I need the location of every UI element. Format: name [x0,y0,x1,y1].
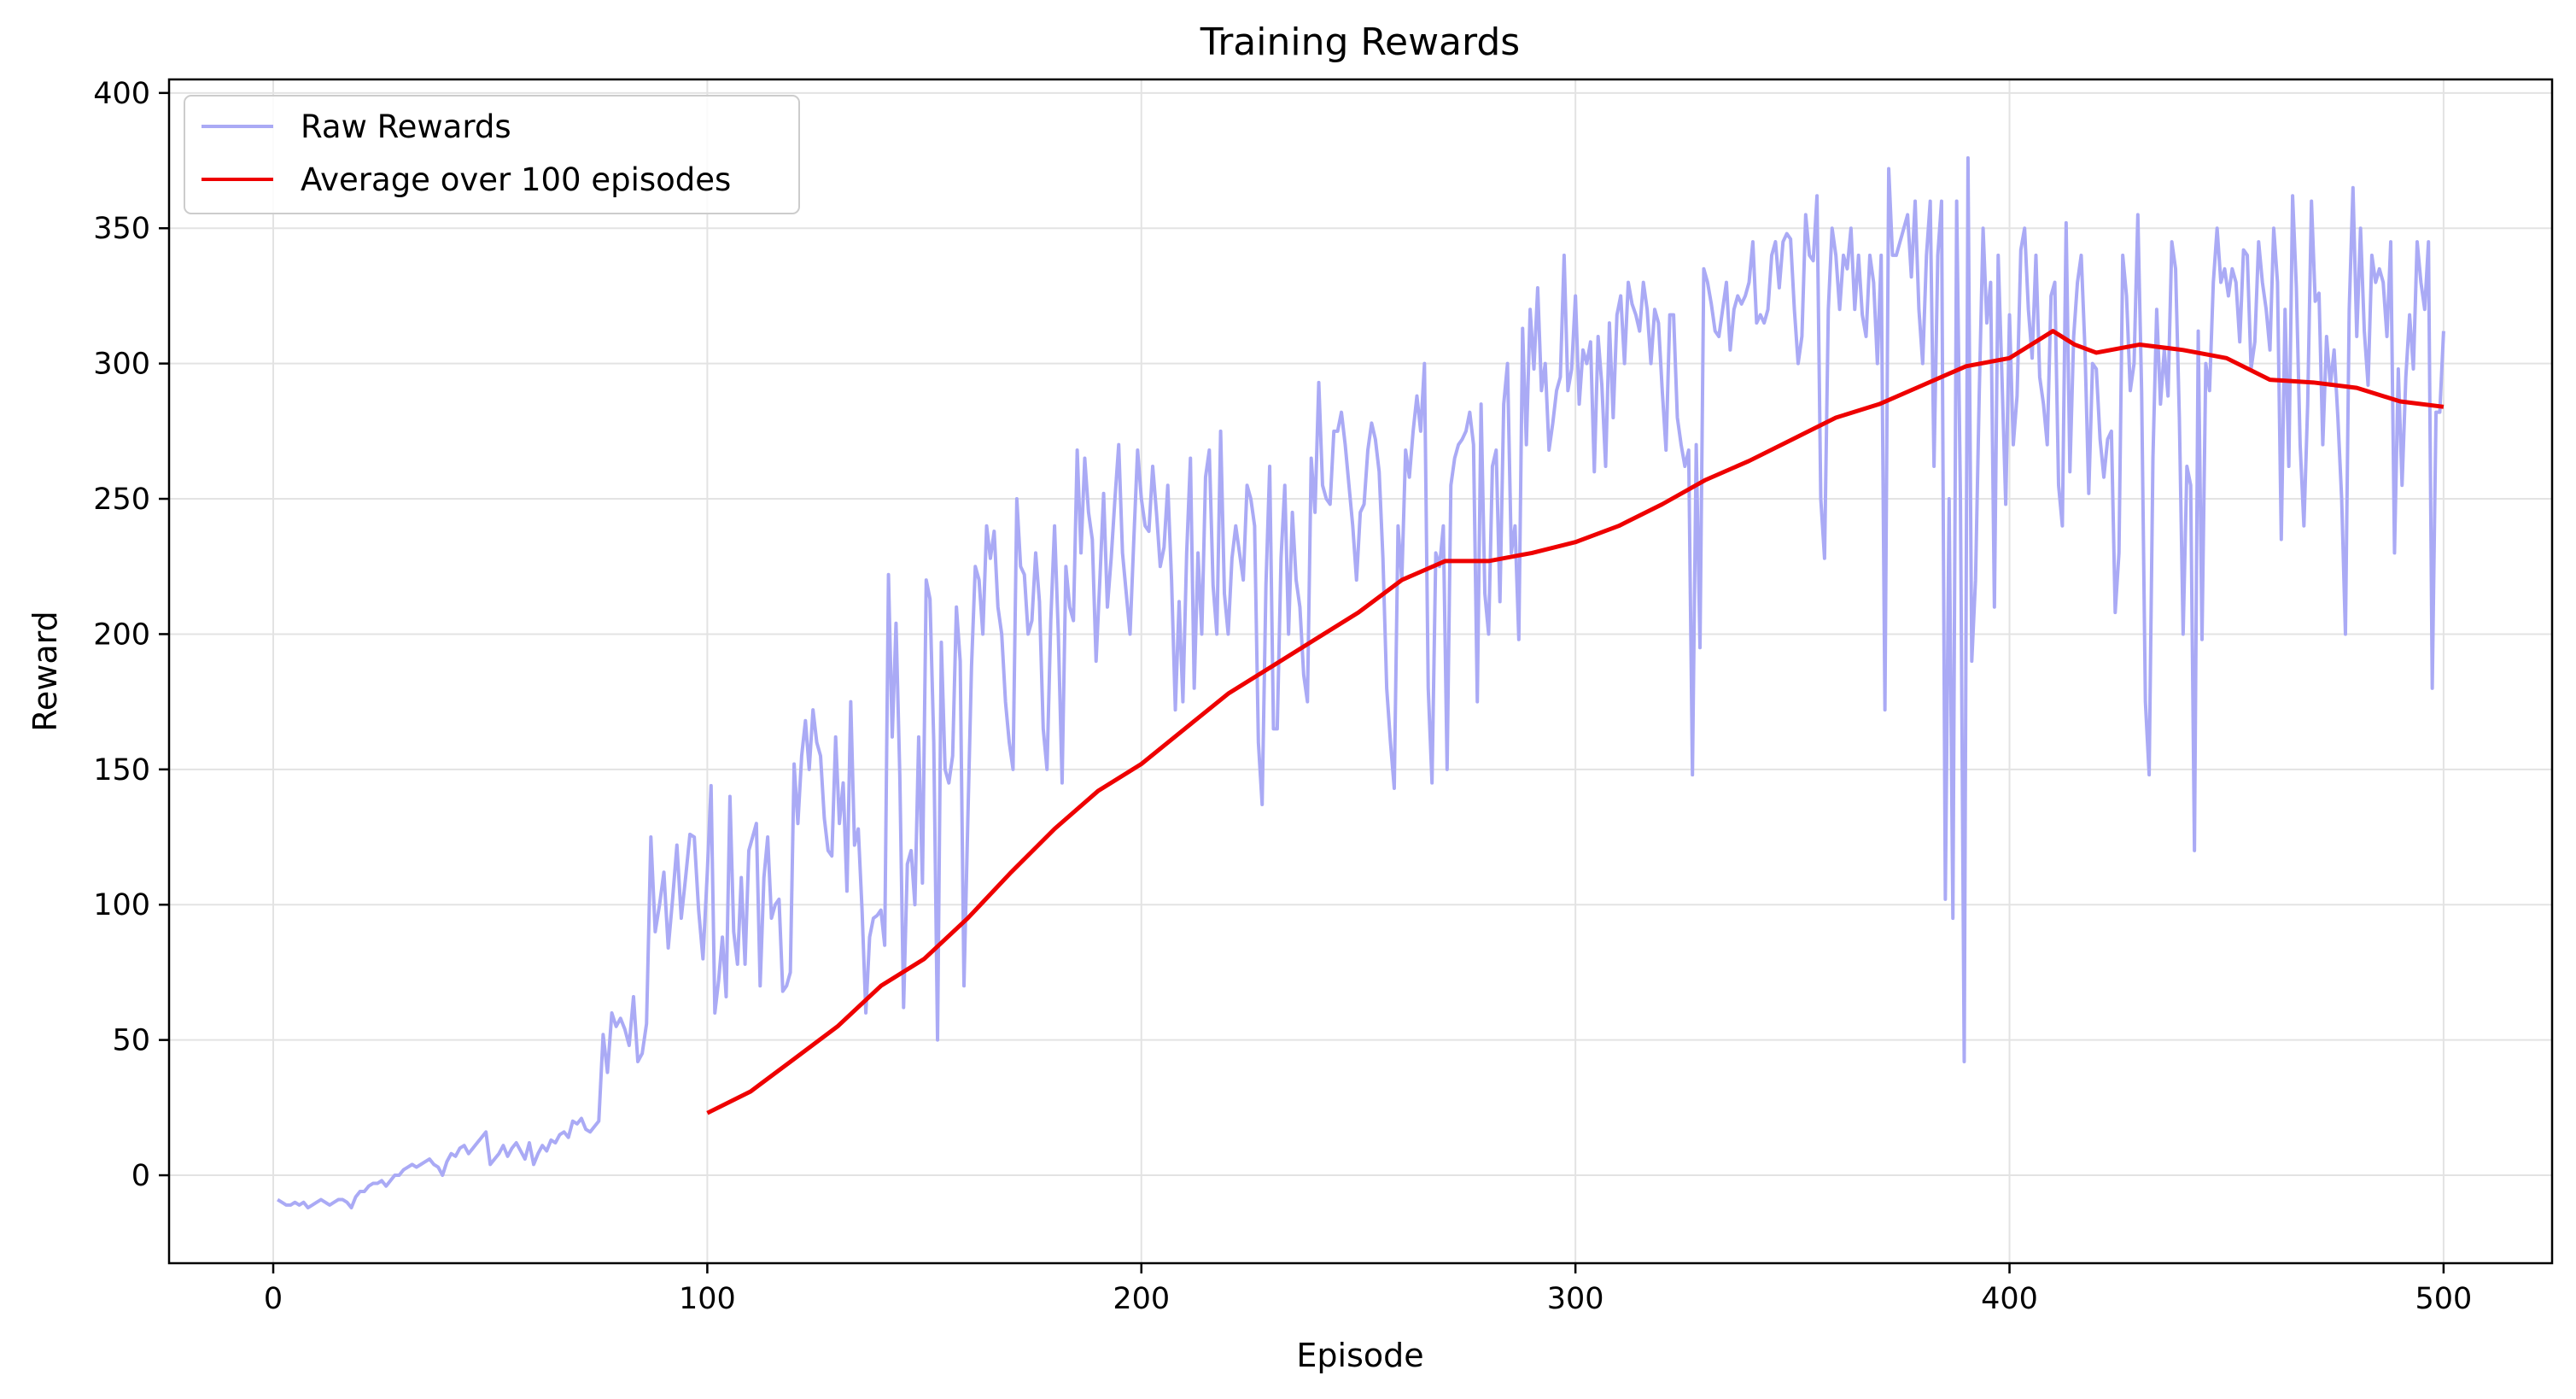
chart-title: Training Rewards [1200,20,1520,64]
x-axis-label: Episode [1296,1337,1423,1374]
legend: Raw Rewards Average over 100 episodes [184,95,800,214]
x-tick-label: 400 [1981,1282,2038,1316]
y-tick-label: 0 [131,1159,150,1193]
grid-lines [169,79,2552,1263]
y-tick-label: 400 [93,77,150,111]
legend-label-raw-rewards: Raw Rewards [301,108,511,145]
axis-ticks: 0 100 200 300 400 500 0 50 100 150 200 250 300 350 400 [93,77,2472,1316]
raw-rewards-line [277,155,2445,1210]
y-tick-label: 50 [112,1024,150,1058]
y-tick-label: 200 [93,618,150,652]
x-tick-label: 300 [1547,1282,1604,1316]
y-tick-label: 300 [93,348,150,382]
legend-box [184,95,800,214]
x-tick-label: 500 [2415,1282,2472,1316]
x-tick-label: 200 [1113,1282,1170,1316]
series-lines [277,155,2445,1210]
y-axis-label: Reward [26,611,64,732]
y-tick-label: 250 [93,483,150,517]
x-tick-label: 100 [679,1282,736,1316]
plot-area-frame [167,78,2554,1265]
y-tick-label: 350 [93,212,150,246]
x-tick-label: 0 [264,1282,283,1316]
average-reward-line [706,329,2445,1115]
y-tick-label: 100 [93,888,150,922]
legend-label-average: Average over 100 episodes [301,161,731,198]
y-tick-label: 150 [93,753,150,787]
